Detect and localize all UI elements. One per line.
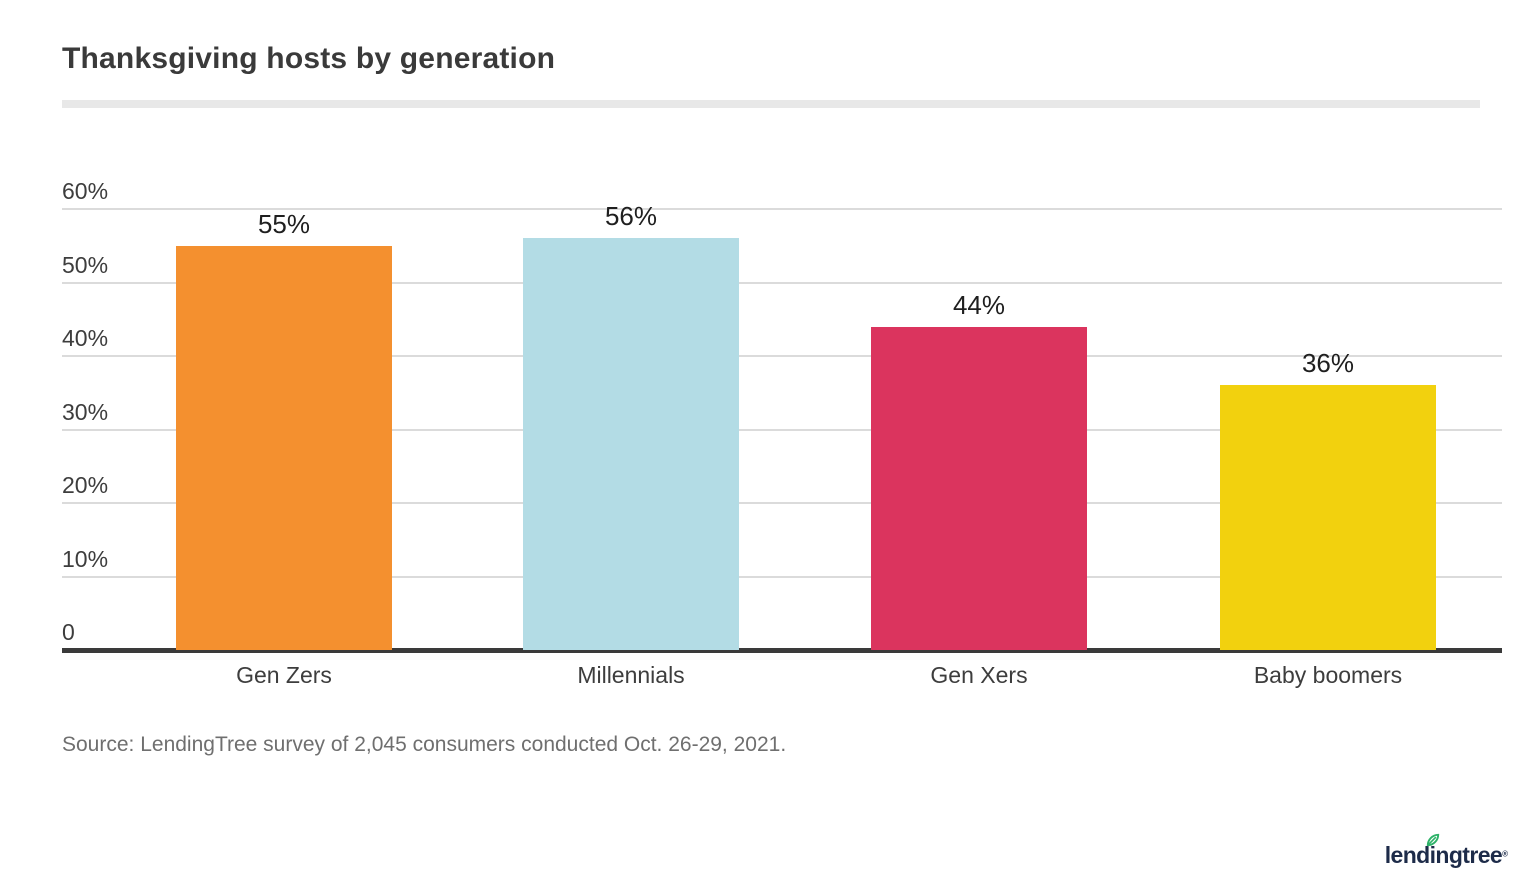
bar-chart-plot-area: 0 10% 20% 30% 40% 50% 60% 55% Gen Zers 56% Millenn… (62, 180, 1502, 687)
y-tick-label-10: 10% (62, 545, 109, 572)
gridline-60 (62, 208, 1502, 210)
value-label-millennials: 56% (604, 201, 658, 232)
value-label-baby-boomers: 36% (1301, 348, 1355, 379)
logo-text: lendingtree (1384, 842, 1503, 868)
x-tick-label-gen-xers: Gen Xers (930, 662, 1028, 688)
gridline-20 (62, 502, 1502, 504)
y-tick-label-40: 40% (62, 325, 109, 351)
y-tick-label-60: 60% (62, 178, 109, 204)
title-divider (62, 100, 1480, 108)
source-note: Source: LendingTree survey of 2,045 cons… (62, 733, 787, 756)
gridline-10 (62, 575, 1502, 578)
gridline-30 (62, 428, 1502, 431)
bar-gen-zers (176, 245, 392, 650)
bar-gen-xers (871, 326, 1087, 650)
lendingtree-logo: lendingtree® (1384, 833, 1508, 876)
x-tick-label-gen-zers: Gen Zers (236, 662, 332, 688)
gridline-50 (62, 281, 1502, 284)
y-tick-label-20: 20% (62, 472, 109, 498)
value-label-gen-zers: 55% (257, 208, 311, 239)
bar-baby-boomers (1220, 385, 1436, 650)
leaf-icon (1426, 833, 1439, 847)
chart-title: Thanksgiving hosts by generation (62, 42, 556, 75)
bar-millennials (523, 238, 739, 650)
value-label-gen-xers: 44% (952, 289, 1006, 320)
gridline-40 (62, 355, 1502, 357)
x-axis-baseline (62, 648, 1502, 653)
y-tick-label-50: 50% (62, 251, 109, 278)
registered-mark: ® (1502, 849, 1508, 859)
x-tick-label-millennials: Millennials (577, 662, 685, 688)
y-tick-label-0: 0 (62, 619, 75, 645)
lendingtree-wordmark: lendingtree® (1384, 833, 1508, 868)
x-tick-label-baby-boomers: Baby boomers (1253, 662, 1403, 688)
y-tick-label-30: 30% (62, 398, 109, 425)
